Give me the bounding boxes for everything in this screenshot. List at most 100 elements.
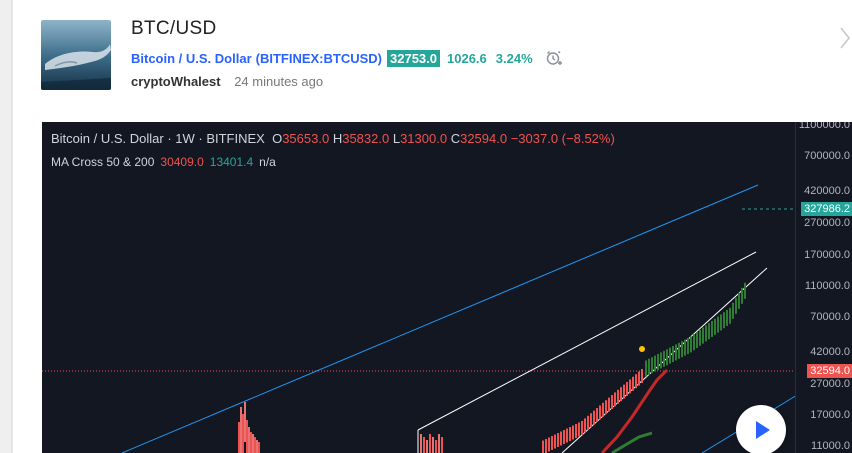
- indicator-ma50-value: 30409.0: [160, 155, 204, 169]
- candle: [254, 437, 256, 453]
- candle: [566, 428, 568, 443]
- last-price-label: 32594.0: [807, 364, 852, 378]
- whale-avatar-image: [41, 20, 111, 90]
- price-tick: 70000.0: [810, 311, 850, 323]
- candle: [702, 327, 704, 344]
- legend-low-label: L: [392, 131, 401, 146]
- candle: [699, 329, 701, 346]
- chart-canvas: [42, 184, 803, 453]
- candle: [669, 347, 671, 364]
- chevron-right-icon[interactable]: [837, 24, 852, 52]
- candle: [238, 422, 240, 453]
- candle: [651, 357, 653, 374]
- candle: [258, 442, 260, 453]
- legend-interval: 1W: [175, 131, 195, 146]
- candle: [438, 434, 440, 453]
- price-tick: 17000.0: [810, 409, 850, 421]
- legend-close: 32594.0: [460, 131, 508, 146]
- candle: [587, 415, 589, 430]
- candle: [626, 382, 628, 396]
- candle: [735, 297, 737, 314]
- candle: [246, 420, 248, 453]
- candle: [584, 418, 586, 433]
- projection-price-label: 327986.2: [801, 202, 852, 216]
- price-tick: 700000.0: [804, 150, 850, 162]
- candle: [729, 307, 731, 324]
- alarm-clock-plus-icon[interactable]: [545, 49, 563, 67]
- ma200-line: [611, 431, 653, 453]
- candle: [711, 321, 713, 337]
- author-avatar[interactable]: [41, 20, 111, 90]
- candle: [717, 316, 719, 333]
- author-name-link[interactable]: cryptoWhalest: [131, 74, 221, 89]
- candle: [632, 376, 634, 391]
- candle: [426, 440, 428, 453]
- candle: [240, 407, 242, 453]
- candle: [654, 355, 656, 372]
- candle: [605, 400, 607, 415]
- legend-open: 35653.0: [282, 131, 330, 146]
- candle: [557, 433, 559, 447]
- candles: [238, 282, 746, 453]
- candle: [645, 360, 647, 377]
- candle: [581, 421, 583, 435]
- candle: [696, 332, 698, 348]
- candle: [578, 422, 580, 437]
- candle: [623, 384, 625, 399]
- candle: [684, 339, 686, 356]
- wedge-upper-line: [417, 251, 757, 431]
- chart-legend-ohlc: Bitcoin / U.S. Dollar · 1W · BITFINEX O3…: [51, 131, 615, 146]
- candle: [242, 414, 244, 453]
- signal-marker: [639, 346, 645, 352]
- candle: [617, 389, 619, 404]
- candle: [590, 413, 592, 428]
- candle: [420, 434, 422, 453]
- candle: [678, 342, 680, 359]
- candle: [441, 437, 443, 453]
- candle: [666, 349, 668, 366]
- candle: [614, 392, 616, 407]
- candle: [672, 346, 674, 362]
- ma50-line: [600, 368, 669, 453]
- candle: [738, 292, 740, 309]
- candle: [545, 439, 547, 453]
- candle: [252, 434, 254, 453]
- play-button[interactable]: [736, 405, 786, 453]
- price-axis[interactable]: 1100000.0 700000.0 420000.0 270000.0 170…: [795, 122, 852, 453]
- legend-high-label: H: [332, 131, 343, 146]
- candle: [657, 354, 659, 370]
- legend-close-label: C: [450, 131, 461, 146]
- candle: [575, 424, 577, 438]
- candle: [551, 436, 553, 450]
- published-time: 24 minutes ago: [234, 74, 324, 89]
- candle: [602, 402, 604, 417]
- candle: [554, 434, 556, 449]
- price-tick: 170000.0: [804, 249, 850, 261]
- candle: [596, 408, 598, 422]
- price-tick: 27000.0: [810, 378, 850, 390]
- candle: [648, 358, 650, 375]
- price-badge: 32753.0: [387, 49, 441, 67]
- candle: [432, 437, 434, 453]
- instrument-name-link[interactable]: Bitcoin / U.S. Dollar: [131, 50, 252, 66]
- candle: [608, 397, 610, 412]
- chart-area[interactable]: Bitcoin / U.S. Dollar · 1W · BITFINEX O3…: [42, 122, 852, 453]
- symbol-link[interactable]: (BITFINEX:BTCUSD): [255, 50, 383, 66]
- candle: [542, 440, 544, 453]
- candle: [705, 325, 707, 342]
- blue-trendline-upper: [121, 184, 759, 453]
- price-tick: 42000.0: [810, 346, 850, 358]
- symbol-line: Bitcoin / U.S. Dollar (BITFINEX:BTCUSD) …: [131, 48, 563, 68]
- candle: [641, 369, 643, 383]
- candle: [435, 440, 437, 453]
- candle: [593, 410, 595, 425]
- left-gutter: [0, 0, 12, 453]
- indicator-ma200-value: 13401.4: [209, 155, 254, 169]
- candle: [690, 336, 692, 353]
- candle: [256, 440, 258, 453]
- candle: [726, 310, 728, 326]
- candle: [250, 432, 252, 453]
- candle: [687, 338, 689, 354]
- idea-header: BTC/USD Bitcoin / U.S. Dollar (BITFINEX:…: [13, 0, 852, 120]
- candle: [429, 434, 431, 453]
